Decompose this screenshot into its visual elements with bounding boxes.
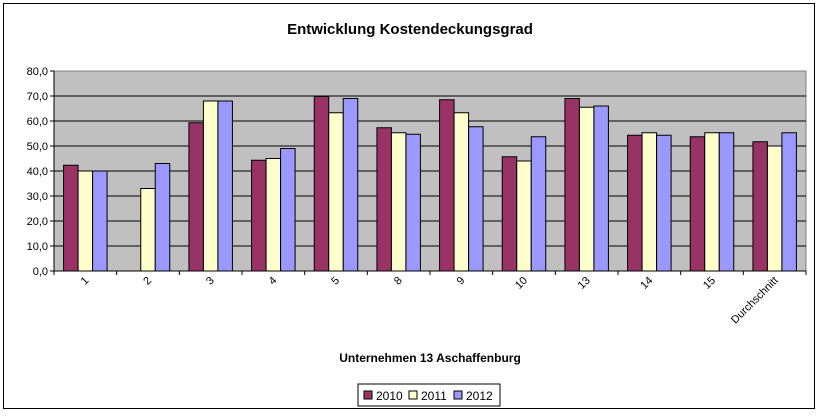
- bar-2010-3: [188, 122, 204, 272]
- bar-2012-1: [92, 170, 108, 272]
- x-tick-label: Durchschnitt: [729, 275, 781, 327]
- bar-2012-2: [154, 163, 171, 272]
- bar-2010-5: [313, 96, 330, 272]
- bar-2012-14: [656, 134, 672, 272]
- x-tick-label: 10: [513, 275, 530, 292]
- bar-2011-Durchschnitt: [766, 145, 783, 272]
- bar-2011-9: [453, 112, 470, 272]
- y-tick-label: 0,0: [33, 266, 48, 278]
- x-tick-label: 1: [79, 275, 92, 288]
- bar-2010-1: [63, 164, 79, 272]
- bar-2010-14: [627, 134, 643, 272]
- x-tick-label: 5: [329, 275, 342, 288]
- chart-svg: Entwicklung Kostendeckungsgrad 0,010,020…: [27, 21, 807, 407]
- x-tick-label: 15: [701, 275, 718, 292]
- legend-swatch-2011: [408, 390, 418, 400]
- y-tick-label: 30,0: [27, 191, 48, 203]
- x-tick-label: 8: [392, 275, 405, 288]
- bar-2011-15: [704, 132, 720, 272]
- x-axis-ticks: 1 2 3 4 5 8 9 10 13 14 15 Durchschnitt: [53, 271, 807, 327]
- y-tick-label: 40,0: [27, 166, 48, 178]
- bar-2012-3: [217, 100, 233, 272]
- bar-2011-14: [641, 132, 658, 272]
- x-tick-label: 3: [204, 275, 217, 288]
- x-tick-label: 9: [455, 275, 468, 288]
- chart-title: Entwicklung Kostendeckungsgrad: [287, 21, 533, 38]
- bar-2011-3: [202, 100, 219, 272]
- x-tick-label: 14: [638, 275, 655, 292]
- x-tick-label: 4: [267, 275, 280, 288]
- y-tick-label: 60,0: [27, 116, 48, 128]
- y-tick-label: 70,0: [27, 91, 48, 103]
- bar-2010-4: [251, 159, 267, 272]
- y-tick-label: 10,0: [27, 241, 48, 253]
- chart-frame: Entwicklung Kostendeckungsgrad 0,0 10,0 20…: [3, 3, 815, 409]
- bar-2011-13: [578, 106, 595, 272]
- bar-2012-Durchschnitt: [781, 132, 797, 272]
- bar-2011-2: [140, 188, 156, 272]
- x-tick-label: 2: [141, 275, 154, 288]
- bar-2012-8: [405, 133, 421, 272]
- legend-label-2010: 2010: [376, 389, 403, 403]
- y-tick-label: 50,0: [27, 141, 48, 153]
- bar-2011-5: [328, 112, 344, 272]
- bar-2010-8: [376, 127, 392, 272]
- bar-2011-1: [77, 170, 94, 272]
- y-axis-ticks: 0,0 10,0 20,0 30,0 40,0 50,0 60,0 70,0 80,0: [27, 66, 54, 278]
- bars: [63, 96, 797, 272]
- bar-2010-Durchschnitt: [752, 141, 768, 272]
- legend-label-2011: 2011: [421, 389, 447, 403]
- bar-2011-4: [265, 158, 282, 272]
- grid-lines: [54, 95, 806, 247]
- legend-swatch-2012: [453, 390, 463, 400]
- bar-2010-13: [564, 98, 580, 272]
- bar-2010-10: [501, 156, 518, 272]
- x-tick-label: 13: [576, 275, 593, 292]
- bar-2012-10: [530, 136, 547, 272]
- bar-2012-9: [468, 126, 484, 272]
- bar-2010-15: [689, 136, 706, 272]
- y-tick-label: 80,0: [27, 66, 48, 78]
- x-axis-title: Unternehmen 13 Aschaffenburg: [339, 351, 521, 365]
- bar-2012-13: [593, 105, 609, 272]
- bar-2012-15: [718, 132, 735, 272]
- bar-2012-4: [280, 148, 296, 272]
- legend-label-2012: 2012: [466, 389, 493, 403]
- legend-swatch-2010: [363, 390, 373, 400]
- bar-2011-8: [390, 132, 407, 272]
- bar-2012-5: [342, 98, 359, 272]
- legend: 2010 2011 2012: [357, 383, 501, 407]
- legend-box: [357, 383, 501, 407]
- bar-2011-10: [516, 160, 532, 272]
- bar-2010-9: [439, 99, 455, 272]
- y-tick-label: 20,0: [27, 216, 48, 228]
